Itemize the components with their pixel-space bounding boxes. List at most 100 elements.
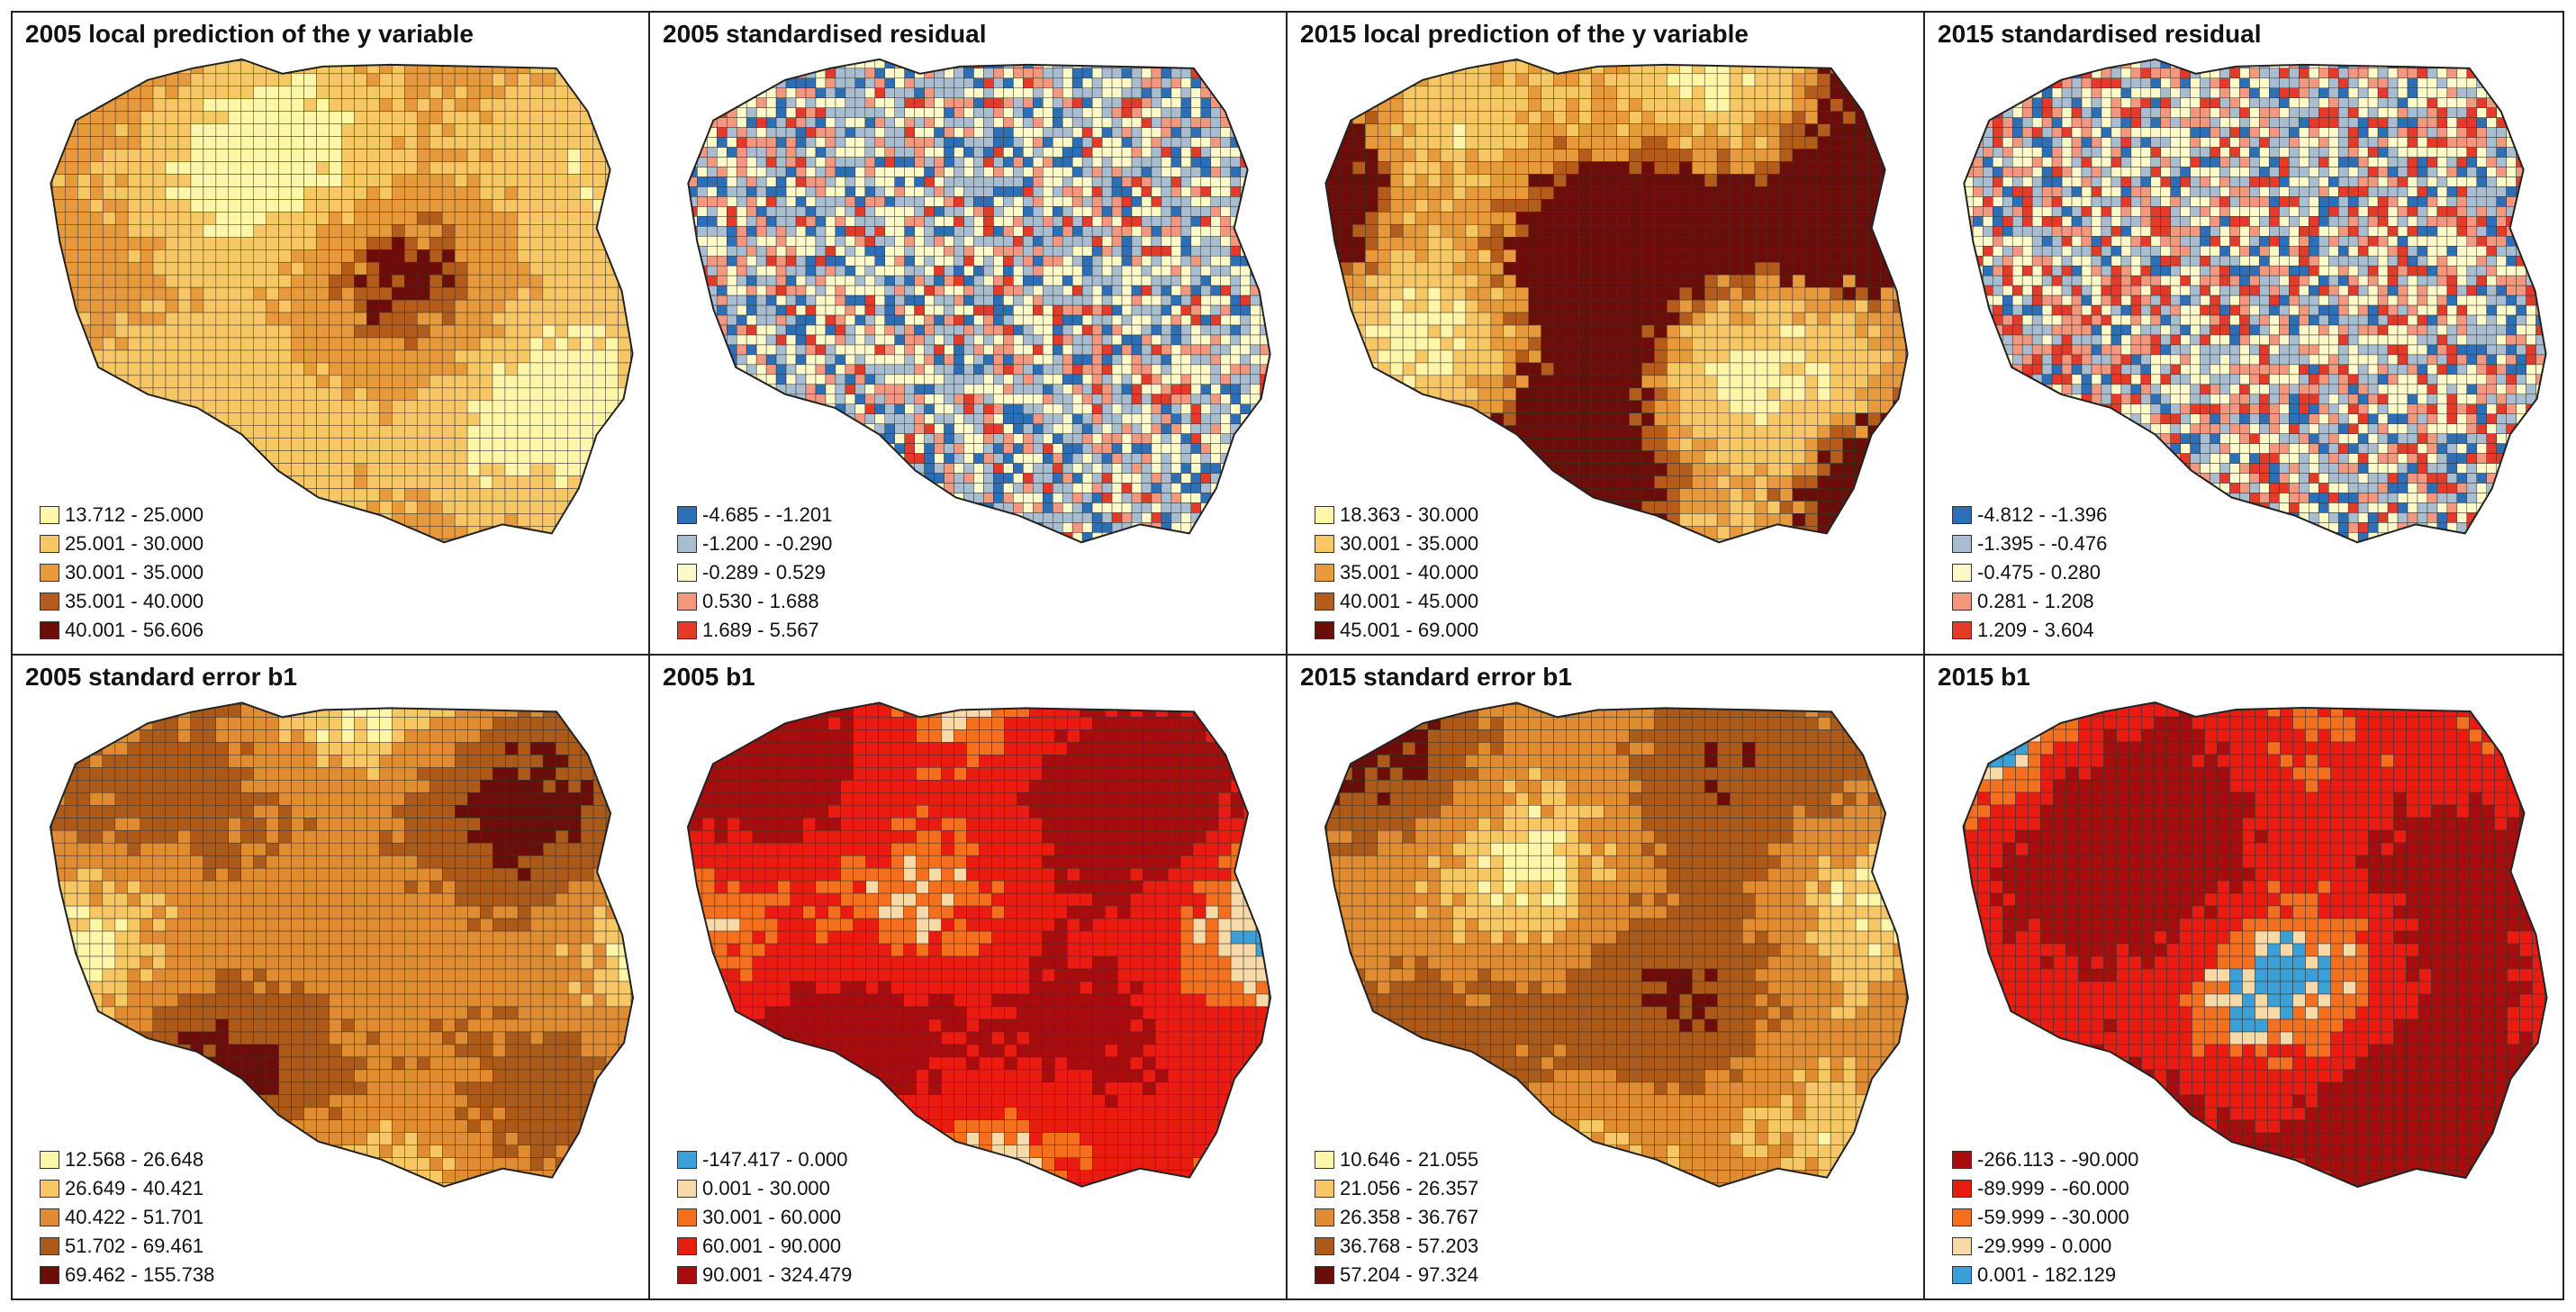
map-cell	[1270, 522, 1280, 532]
map-cell	[795, 236, 807, 247]
map-cell	[1141, 334, 1152, 346]
map-cell	[1210, 226, 1221, 237]
map-cell	[1003, 384, 1014, 395]
map-cell	[1091, 87, 1103, 98]
map-cell	[1121, 453, 1133, 464]
map-cell	[1210, 265, 1221, 276]
map-cell	[1131, 463, 1143, 474]
map-cell	[904, 167, 915, 177]
map-cell	[392, 324, 405, 339]
map-cell	[454, 450, 468, 464]
map-cell	[924, 236, 935, 247]
map-cell	[954, 473, 964, 484]
map-cell	[914, 285, 925, 296]
map-cell	[441, 199, 456, 213]
map-cell	[914, 59, 925, 69]
map-cell	[266, 362, 279, 376]
map-cell	[1210, 196, 1221, 207]
map-cell	[1220, 226, 1231, 237]
map-cell	[746, 265, 757, 276]
map-cell	[805, 255, 817, 267]
map-cell	[190, 438, 204, 451]
map-cell	[580, 60, 593, 75]
map-cell	[52, 186, 66, 200]
map-cell	[240, 123, 254, 137]
map-cell	[1210, 127, 1221, 138]
map-cell	[973, 255, 984, 267]
map-cell	[736, 453, 747, 464]
map-cell	[884, 483, 895, 493]
map-cell	[1003, 275, 1014, 286]
map-cell	[815, 423, 827, 434]
map-cell	[429, 261, 443, 276]
map-cell	[517, 286, 531, 301]
map-cell	[1131, 167, 1143, 177]
map-cell	[815, 167, 827, 177]
map-cell	[392, 237, 405, 250]
map-cell	[805, 167, 817, 177]
map-cell	[854, 502, 866, 513]
map-cell	[379, 261, 393, 276]
map-cell	[1220, 394, 1231, 405]
map-cell	[366, 274, 380, 288]
map-cell	[581, 551, 593, 564]
map-cell	[707, 453, 718, 464]
map-cell	[697, 394, 708, 405]
map-cell	[854, 77, 866, 89]
map-cell	[555, 274, 569, 288]
map-cell	[1131, 176, 1143, 187]
map-cell	[1052, 186, 1063, 197]
map-cell	[904, 236, 915, 247]
map-cell	[266, 312, 279, 326]
map-cell	[1141, 364, 1152, 376]
map-cell	[52, 59, 66, 62]
map-cell	[1111, 157, 1123, 167]
map-cell	[736, 196, 747, 207]
map-cell	[993, 473, 1004, 484]
map-cell	[677, 355, 687, 365]
map-cell	[1161, 147, 1172, 158]
map-cell	[366, 111, 380, 124]
map-cell	[354, 387, 367, 402]
map-cell	[618, 123, 631, 137]
map-cell	[404, 237, 418, 250]
map-cell	[1141, 453, 1152, 464]
map-cell	[805, 226, 817, 237]
map-cell	[944, 423, 954, 434]
map-cell	[1111, 147, 1123, 158]
map-cell	[466, 400, 481, 413]
map-cell	[291, 212, 304, 225]
map-cell	[630, 463, 633, 476]
map-cell	[1013, 59, 1024, 69]
map-cell	[805, 453, 817, 464]
map-cell	[963, 413, 974, 424]
map-cell	[190, 375, 204, 389]
map-cell	[1141, 473, 1152, 484]
map-cell	[65, 475, 78, 489]
map-cell	[1091, 314, 1103, 326]
map-cell	[755, 167, 767, 177]
map-cell	[630, 299, 633, 313]
map-cell	[630, 475, 633, 489]
map-cell	[1121, 196, 1133, 207]
map-cell	[1210, 275, 1221, 286]
map-cell	[993, 374, 1004, 385]
map-cell	[993, 68, 1004, 79]
map-cell	[845, 423, 856, 434]
map-cell	[1003, 413, 1014, 424]
map-cell	[1131, 68, 1143, 79]
map-cell	[677, 266, 687, 276]
map-cell	[303, 538, 317, 543]
map-cell	[140, 475, 154, 489]
map-cell	[303, 501, 317, 514]
map-cell	[697, 196, 708, 207]
map-cell	[697, 314, 708, 326]
map-cell	[805, 364, 817, 376]
map-cell	[1180, 176, 1192, 187]
map-cell	[291, 337, 304, 351]
map-cell	[441, 438, 456, 451]
map-cell	[618, 538, 631, 543]
map-cell	[517, 299, 531, 313]
map-cell	[1250, 167, 1261, 177]
map-cell	[517, 261, 531, 276]
